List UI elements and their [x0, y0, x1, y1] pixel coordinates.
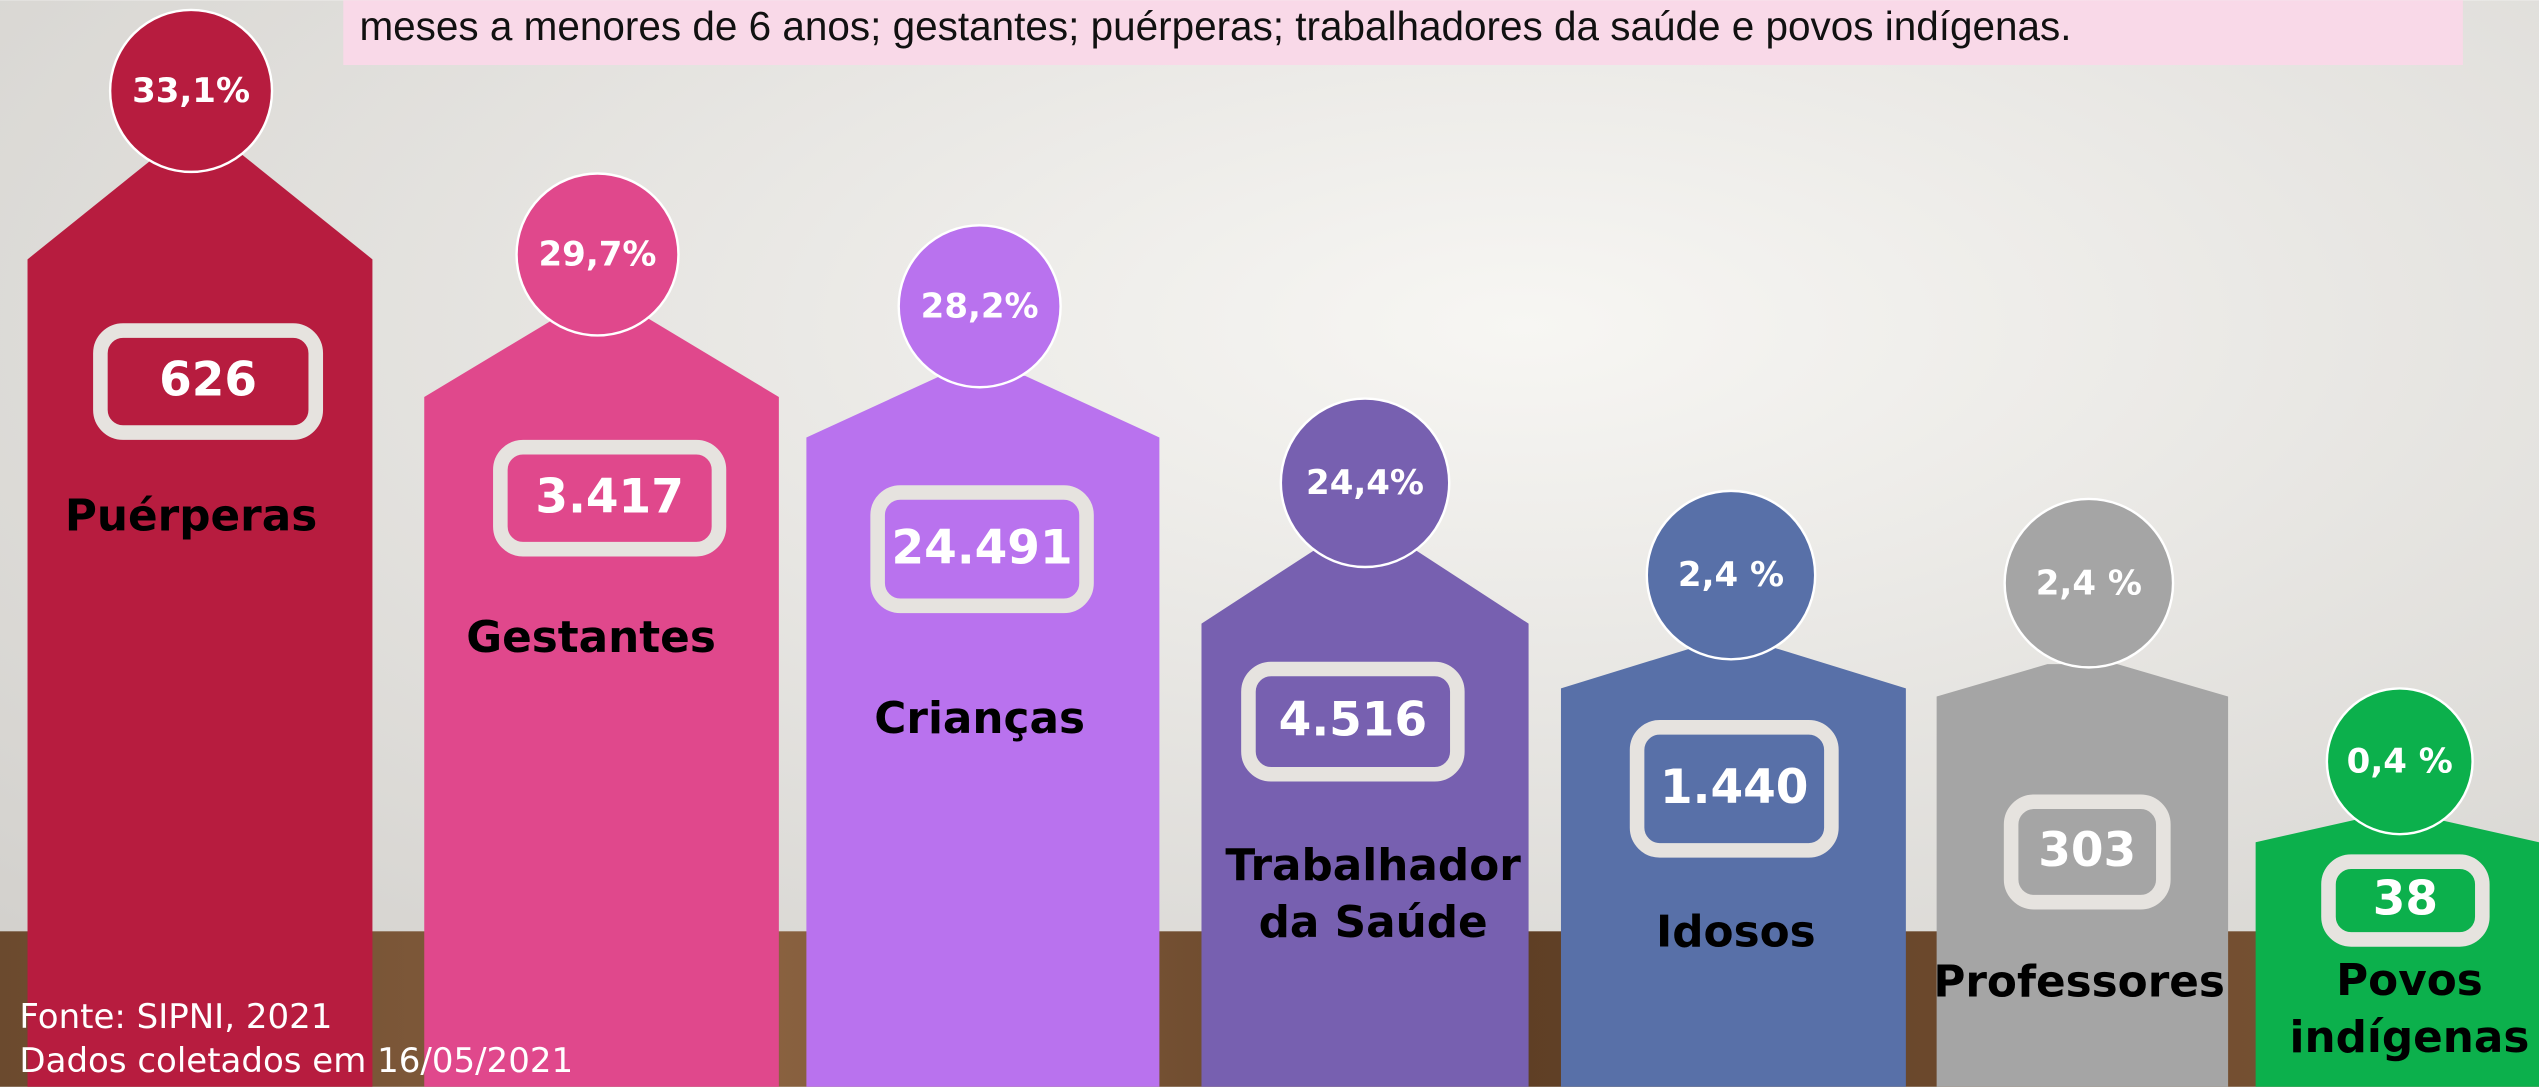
figure-head — [1279, 397, 1451, 569]
note-box — [343, 0, 2463, 66]
percent: 28,2% — [921, 286, 1039, 326]
percent: 2,4 % — [1678, 555, 1784, 595]
count-box — [1241, 661, 1465, 782]
count: 38 — [2373, 872, 2438, 927]
group-label: Professores — [1933, 957, 2225, 1008]
group-label: Trabalhador — [1225, 840, 1521, 891]
count-box — [1629, 719, 1839, 858]
count: 626 — [159, 353, 257, 408]
percent: 33,1% — [132, 71, 250, 111]
figure-head — [1645, 489, 1817, 661]
figure-body — [1936, 664, 2229, 1087]
group-label: Idosos — [1656, 907, 1816, 958]
note-text: meses a menores de 6 anos; gestantes; pu… — [359, 3, 2071, 49]
group-label: Crianças — [874, 693, 1085, 744]
count: 3.417 — [535, 469, 683, 524]
count-box — [2321, 854, 2490, 947]
count-box — [2003, 794, 2171, 910]
group-label: Povos — [2336, 955, 2483, 1006]
group-label: Gestantes — [466, 612, 716, 663]
group-label: indígenas — [2289, 1012, 2529, 1063]
count: 303 — [2038, 823, 2136, 878]
figure-body — [424, 315, 779, 1087]
count: 1.440 — [1660, 760, 1808, 815]
percent: 2,4 % — [2036, 563, 2142, 603]
percent: 24,4% — [1306, 463, 1424, 503]
figure-head — [2003, 497, 2175, 669]
group-label: Puérperas — [65, 490, 317, 541]
count-box — [93, 323, 324, 440]
group-label: da Saúde — [1259, 897, 1488, 948]
figure-head — [108, 8, 274, 174]
source: Fonte: SIPNI, 2021 — [19, 997, 332, 1037]
figure-body — [1560, 647, 1906, 1087]
figure-head — [897, 224, 1062, 389]
count-box — [493, 439, 727, 557]
figure-body — [1201, 542, 1529, 1087]
percent: 29,7% — [539, 235, 657, 275]
figure-head — [515, 172, 680, 337]
count: 24.491 — [892, 520, 1073, 575]
count: 4.516 — [1279, 693, 1427, 748]
collection-date: Dados coletados em 16/05/2021 — [19, 1041, 573, 1081]
figure-body — [806, 375, 1160, 1087]
figures: 33,1% 626 Puérperas 29,7% 3.417 Gestantes 28,2… — [27, 8, 2539, 1087]
count-box — [870, 485, 1094, 614]
figure-body — [27, 154, 373, 1087]
percent: 0,4 % — [2347, 741, 2453, 781]
figure-head — [2325, 687, 2474, 836]
